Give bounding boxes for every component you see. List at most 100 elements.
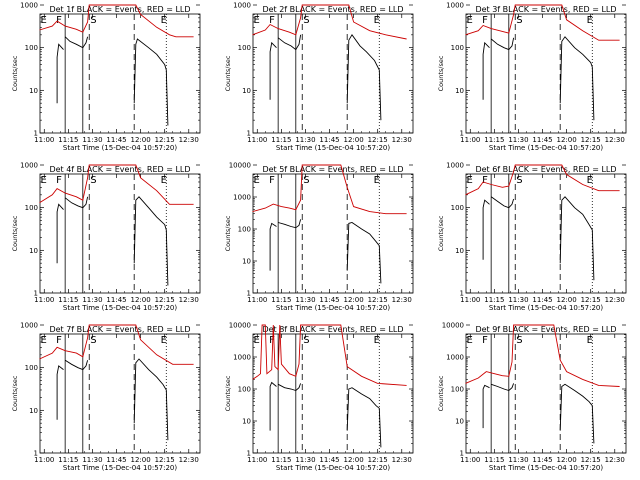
panel-title: Det 7f BLACK = Events, RED = LLD <box>49 325 190 334</box>
y-tick-label: 1 <box>460 130 464 138</box>
x-tick-label: 12:00 <box>131 136 151 144</box>
events-series-line <box>133 196 169 286</box>
x-axis-label: Start Time (15-Dec-04 10:57:20) <box>63 464 177 472</box>
panel-det-1: Det 1f BLACK = Events, RED = LLD 1 10 100 10… <box>11 2 201 152</box>
plot-frame <box>252 333 414 454</box>
x-axis-label: Start Time (15-Dec-04 10:57:20) <box>63 144 177 152</box>
x-tick-label: 12:30 <box>392 136 412 144</box>
plot-frame <box>465 13 627 134</box>
plot-frame <box>465 333 627 454</box>
lld-series-line <box>252 4 407 40</box>
y-axis-label: Counts/sec <box>11 375 19 411</box>
region-label-e: E <box>587 15 593 26</box>
x-tick-label: 12:15 <box>581 296 601 304</box>
x-tick-label: 11:45 <box>319 296 339 304</box>
panel-det-3: Det 3f BLACK = Events, RED = LLD 1 10 100 10… <box>437 2 627 152</box>
region-label-e: E <box>253 335 259 346</box>
x-axis-label: Start Time (15-Dec-04 10:57:20) <box>489 144 603 152</box>
x-tick-label: 11:15 <box>484 136 504 144</box>
x-tick-label: 11:45 <box>532 136 552 144</box>
y-tick-label: 1000 <box>233 194 251 202</box>
y-tick-label: 10 <box>455 247 464 255</box>
region-label-e: E <box>374 175 380 186</box>
region-label-s: S <box>516 15 522 26</box>
x-tick-label: 12:00 <box>557 136 577 144</box>
events-series-line <box>490 37 515 51</box>
x-tick-label: 11:00 <box>460 136 480 144</box>
region-label-s: S <box>516 335 522 346</box>
x-tick-label: 12:15 <box>581 456 601 464</box>
x-tick-label: 12:30 <box>179 456 199 464</box>
region-label-s: S <box>303 15 309 26</box>
panel-det-2: Det 2f BLACK = Events, RED = LLD 1 10 100 10… <box>224 2 414 152</box>
events-series-line <box>482 41 490 100</box>
events-series-line <box>56 43 64 104</box>
x-tick-label: 11:30 <box>508 296 528 304</box>
x-tick-label: 11:30 <box>295 296 315 304</box>
events-series-line <box>482 199 490 260</box>
x-tick-label: 12:30 <box>392 456 412 464</box>
x-tick-label: 12:00 <box>557 296 577 304</box>
y-tick-label: 100 <box>25 44 38 52</box>
y-tick-label: 1000 <box>20 2 38 10</box>
x-axis-label: Start Time (15-Dec-04 10:57:20) <box>276 464 390 472</box>
x-tick-label: 11:30 <box>82 136 102 144</box>
x-tick-label: 12:15 <box>155 136 175 144</box>
y-tick-label: 100 <box>25 364 38 372</box>
y-tick-label: 10 <box>29 407 38 415</box>
lld-series-line <box>465 164 620 196</box>
region-label-e: E <box>161 15 167 26</box>
region-label-f: F <box>56 335 62 346</box>
x-tick-label: 11:30 <box>82 296 102 304</box>
x-tick-label: 11:45 <box>532 296 552 304</box>
region-label-f: F <box>482 335 488 346</box>
region-label-s: S <box>90 175 96 186</box>
x-tick-label: 11:30 <box>295 136 315 144</box>
region-label-e: E <box>466 175 472 186</box>
y-tick-label: 1000 <box>233 354 251 362</box>
y-tick-label: 1 <box>34 130 38 138</box>
region-label-s: S <box>90 335 96 346</box>
region-label-s: S <box>303 335 309 346</box>
panel-title: Det 3f BLACK = Events, RED = LLD <box>475 5 616 14</box>
region-label-f: F <box>269 175 275 186</box>
panel-det-6: Det 6f BLACK = Events, RED = LLD 1 10 100 10… <box>437 162 627 312</box>
y-tick-label: 100 <box>451 44 464 52</box>
region-label-f: F <box>56 175 62 186</box>
y-tick-label: 100 <box>238 44 251 52</box>
region-label-f: F <box>269 335 275 346</box>
x-tick-label: 11:15 <box>58 296 78 304</box>
events-series-line <box>269 381 277 431</box>
y-tick-label: 1 <box>34 450 38 458</box>
panel-title: Det 8f BLACK = Events, RED = LLD <box>262 325 403 334</box>
x-tick-label: 11:00 <box>460 456 480 464</box>
x-axis-label: Start Time (15-Dec-04 10:57:20) <box>276 144 390 152</box>
x-tick-label: 12:30 <box>179 136 199 144</box>
x-tick-label: 11:45 <box>532 456 552 464</box>
lld-series-line <box>39 324 194 365</box>
y-axis-label: Counts/sec <box>437 215 445 251</box>
plot-frame <box>252 173 414 294</box>
y-axis-label: Counts/sec <box>437 55 445 91</box>
x-tick-label: 12:15 <box>368 296 388 304</box>
plot-frame <box>39 333 201 454</box>
y-tick-label: 1 <box>460 290 464 298</box>
x-tick-label: 11:15 <box>271 456 291 464</box>
events-series-line <box>491 383 515 392</box>
region-label-e: E <box>161 175 167 186</box>
x-tick-label: 12:00 <box>131 456 151 464</box>
plot-frame <box>252 13 414 134</box>
x-tick-label: 12:00 <box>344 456 364 464</box>
lld-series-line <box>252 324 407 386</box>
x-tick-label: 11:15 <box>484 456 504 464</box>
events-series-line <box>64 359 89 371</box>
events-series-line <box>269 41 277 100</box>
x-tick-label: 11:30 <box>82 456 102 464</box>
y-axis-label: Counts/sec <box>224 215 232 251</box>
plot-frame <box>39 13 201 134</box>
x-tick-label: 11:45 <box>319 456 339 464</box>
region-label-e: E <box>374 335 380 346</box>
events-series-line <box>482 384 490 429</box>
y-tick-label: 1 <box>247 450 251 458</box>
panel-title: Det 6f BLACK = Events, RED = LLD <box>475 165 616 174</box>
